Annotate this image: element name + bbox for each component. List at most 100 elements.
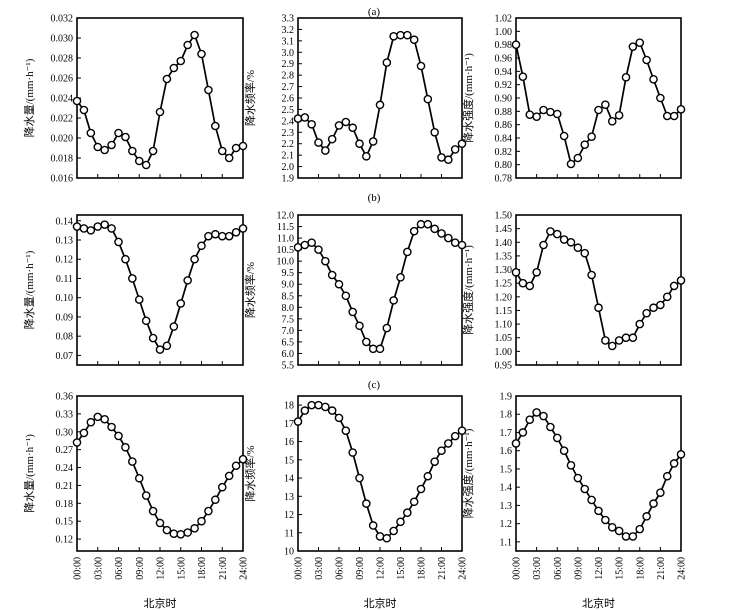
y-tick-label: 1.50 xyxy=(495,211,513,222)
data-point xyxy=(93,412,103,422)
data-point xyxy=(403,30,412,40)
y-tick-label: 2.5 xyxy=(282,105,295,116)
data-point xyxy=(355,139,364,149)
data-point xyxy=(300,240,310,250)
data-point xyxy=(573,243,583,253)
subplot-0-2: 0.78 0.80 0.82 0.84 0.86 0.88 0.90 0.92 0.94 0.96… xyxy=(461,14,686,185)
subplot-0-1: 1.92.02.12.22.32.42.52.62.72.82.93.03.13… xyxy=(243,14,467,185)
y-tick-label: 1.1 xyxy=(500,537,513,548)
data-point xyxy=(217,146,227,156)
data-point xyxy=(169,529,179,539)
x-tick-label: 15:00 xyxy=(176,557,187,580)
y-tick-label: 7.0 xyxy=(282,326,295,337)
data-point xyxy=(300,113,310,122)
y-tick-label: 1.35 xyxy=(495,251,513,262)
data-point xyxy=(621,333,631,343)
y-tick-label: 0.30 xyxy=(56,427,74,438)
series-line xyxy=(76,33,244,167)
data-point xyxy=(314,245,323,254)
plot-frame xyxy=(297,17,463,179)
data-point xyxy=(183,276,192,285)
data-point xyxy=(601,100,610,109)
data-point xyxy=(587,132,596,141)
data-point xyxy=(669,281,679,291)
y-tick-label: 13 xyxy=(284,492,294,503)
x-tick-label: 06:00 xyxy=(553,557,564,580)
y-tick-label: 1.5 xyxy=(500,464,513,475)
data-point xyxy=(334,279,344,289)
data-point xyxy=(676,450,686,459)
data-point xyxy=(396,273,405,282)
subplot-2-2: 1.1 1.2 1.3 1.4 1.5 1.6 1.7 1.8 1.9 00:00 03:00 06:… xyxy=(461,392,688,610)
data-point xyxy=(114,128,123,138)
panel-label-a: (a) xyxy=(368,6,381,18)
y-axis-label: 降水频率/% xyxy=(243,262,257,318)
data-point xyxy=(100,220,109,229)
data-point xyxy=(307,400,316,410)
y-tick-label: 3.2 xyxy=(282,25,295,36)
data-point xyxy=(587,495,596,505)
x-axis-label: 北京时 xyxy=(144,596,177,610)
data-point xyxy=(307,119,316,129)
y-tick-label: 0.27 xyxy=(56,445,74,456)
y-tick-label: 0.12 xyxy=(56,255,74,266)
y-tick-label: 8.0 xyxy=(282,303,295,314)
subplot-1-2: 0.95 1.00 1.05 1.10 1.15 1.20 1.25 1.30 1.35 1.40… xyxy=(461,211,686,372)
data-point xyxy=(403,508,412,518)
data-point xyxy=(635,524,645,534)
data-point xyxy=(614,526,624,536)
data-point xyxy=(355,321,364,331)
data-point xyxy=(134,295,144,304)
y-tick-label: 1.02 xyxy=(495,14,513,25)
data-point xyxy=(72,222,82,231)
data-point xyxy=(559,235,569,244)
x-tick-label: 09:00 xyxy=(573,557,584,580)
data-point xyxy=(403,247,412,257)
y-tick-label: 0.09 xyxy=(56,312,74,323)
y-tick-label: 0.08 xyxy=(56,332,74,343)
data-point xyxy=(614,111,624,120)
y-axis-label: 降水强度/(mm·h⁻¹) xyxy=(461,245,475,335)
data-point xyxy=(457,139,467,149)
data-point xyxy=(341,291,351,301)
data-point xyxy=(148,146,158,156)
data-point xyxy=(621,532,631,541)
data-point xyxy=(86,417,96,427)
y-tick-label: 1.30 xyxy=(495,265,513,276)
data-point xyxy=(416,61,426,71)
data-point xyxy=(621,73,631,82)
data-point xyxy=(607,341,617,351)
data-point xyxy=(334,121,344,130)
data-point xyxy=(559,446,569,456)
data-point xyxy=(546,107,555,117)
data-point xyxy=(197,49,206,59)
data-point xyxy=(409,226,419,236)
data-point xyxy=(204,506,213,516)
x-tick-label: 18:00 xyxy=(635,557,646,580)
plot-frame xyxy=(297,395,463,552)
data-point xyxy=(430,127,439,137)
data-point xyxy=(649,75,658,84)
data-point xyxy=(437,153,446,162)
data-point xyxy=(121,442,130,452)
data-point xyxy=(141,316,151,326)
y-axis-label: 降水强度/(mm·h⁻¹) xyxy=(461,428,475,518)
data-point xyxy=(601,515,610,525)
series-line xyxy=(515,41,682,166)
data-point xyxy=(628,333,638,343)
x-tick-label: 24:00 xyxy=(677,557,688,580)
data-point xyxy=(327,270,337,280)
data-point xyxy=(293,417,303,426)
data-point xyxy=(546,227,555,236)
y-tick-label: 15 xyxy=(284,455,294,466)
data-point xyxy=(93,142,103,152)
y-tick-label: 0.96 xyxy=(495,54,513,65)
y-tick-label: 0.98 xyxy=(495,40,513,51)
data-point xyxy=(327,406,337,415)
y-tick-label: 0.020 xyxy=(51,134,74,145)
x-tick-label: 00:00 xyxy=(294,557,305,580)
data-point xyxy=(662,471,672,481)
y-tick-label: 8.5 xyxy=(282,291,295,302)
x-axis-label: 北京时 xyxy=(582,596,615,610)
data-point xyxy=(224,471,234,481)
